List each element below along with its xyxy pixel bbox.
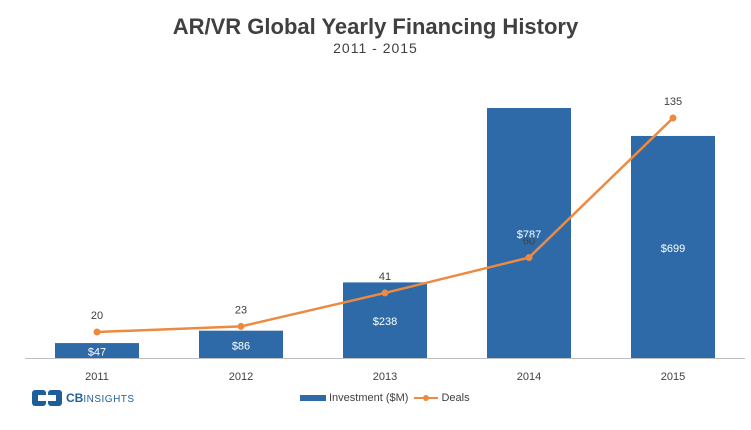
bar-label-2014: $787	[517, 229, 541, 241]
deals-point-2015	[669, 114, 677, 122]
bar-label-2013: $238	[373, 316, 397, 328]
legend-label-investment: Investment ($M)	[329, 392, 409, 404]
legend-swatch-deals	[414, 393, 439, 403]
legend-item-investment: Investment ($M)	[300, 392, 408, 404]
deals-label-2015: 135	[664, 96, 682, 108]
legend-swatch-investment	[300, 395, 326, 401]
deals-label-2011: 20	[91, 310, 103, 322]
bar-label-2015: $699	[661, 243, 685, 255]
bar-2011	[55, 343, 139, 358]
cb-logo-icon	[32, 390, 62, 406]
bar-2015	[631, 135, 715, 358]
deals-label-2014: 60	[523, 236, 535, 248]
x-tick-2015: 2015	[661, 371, 685, 383]
legend-label-deals: Deals	[441, 392, 470, 404]
bar-2014	[487, 108, 571, 358]
x-tick-2014: 2014	[517, 371, 541, 383]
deals-label-2013: 41	[379, 271, 391, 283]
bar-label-2012: $86	[232, 340, 250, 352]
bar-2012	[199, 330, 283, 358]
deals-point-2014	[525, 254, 533, 262]
x-tick-2012: 2012	[229, 371, 253, 383]
chart-subtitle: 2011 - 2015	[333, 40, 418, 56]
legend-item-deals: Deals	[414, 392, 470, 404]
deals-label-2012: 23	[235, 304, 247, 316]
deals-point-2011	[93, 328, 101, 336]
chart-title: AR/VR Global Yearly Financing History	[172, 14, 579, 39]
cb-insights-logo: CBINSIGHTS	[32, 390, 135, 406]
bar-label-2011: $47	[88, 347, 106, 359]
x-tick-2011: 2011	[85, 371, 109, 383]
logo-text: CBINSIGHTS	[66, 391, 135, 405]
chart-legend: Investment ($M) Deals	[300, 392, 470, 404]
deals-point-2012	[237, 322, 245, 330]
deals-point-2013	[381, 289, 389, 297]
x-tick-2013: 2013	[373, 371, 397, 383]
